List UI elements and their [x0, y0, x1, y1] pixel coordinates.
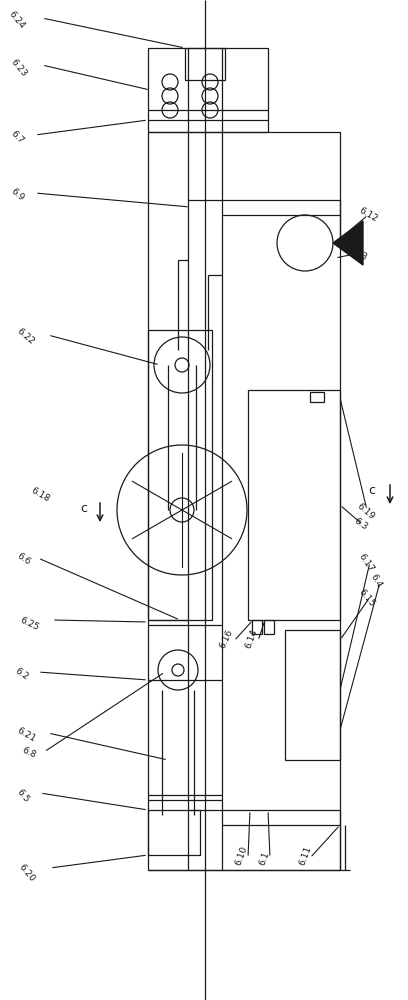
Text: 6.4: 6.4 — [369, 573, 384, 590]
Text: 6.10: 6.10 — [234, 845, 249, 867]
Text: 6.13: 6.13 — [346, 246, 368, 263]
Bar — [248, 390, 340, 620]
Text: 6.12: 6.12 — [358, 206, 379, 224]
Bar — [285, 630, 340, 760]
Text: c: c — [368, 484, 375, 496]
Text: 6.15: 6.15 — [357, 587, 377, 608]
Text: 6.19: 6.19 — [355, 502, 376, 521]
Text: 6.16: 6.16 — [218, 628, 235, 650]
Text: 6.6: 6.6 — [16, 551, 32, 567]
Bar — [148, 810, 200, 855]
Text: 6.1: 6.1 — [258, 850, 271, 867]
Bar — [252, 620, 262, 634]
Text: 6.24: 6.24 — [7, 9, 26, 30]
Text: 6.8: 6.8 — [20, 746, 37, 760]
Text: 6.23: 6.23 — [9, 57, 28, 78]
Text: 6.20: 6.20 — [17, 862, 36, 883]
Text: 6.11: 6.11 — [298, 845, 313, 867]
Bar — [264, 620, 274, 634]
Text: 6.9: 6.9 — [9, 187, 26, 203]
Text: 6.17: 6.17 — [356, 552, 375, 574]
Polygon shape — [333, 221, 363, 265]
Bar — [148, 48, 268, 132]
Text: c: c — [80, 502, 87, 514]
Text: 6.5: 6.5 — [15, 787, 31, 804]
Text: 6.22: 6.22 — [15, 327, 36, 346]
Bar — [310, 392, 324, 402]
Text: 6.14: 6.14 — [244, 628, 259, 650]
Text: 6.2: 6.2 — [13, 666, 30, 682]
Bar — [148, 330, 212, 620]
Text: 6.7: 6.7 — [9, 129, 25, 145]
Text: 6.3: 6.3 — [353, 516, 369, 532]
Text: 6.25: 6.25 — [18, 616, 40, 633]
Bar — [148, 132, 340, 870]
Text: 6.18: 6.18 — [30, 486, 52, 504]
Text: 6.21: 6.21 — [16, 726, 38, 744]
Bar — [185, 48, 225, 80]
